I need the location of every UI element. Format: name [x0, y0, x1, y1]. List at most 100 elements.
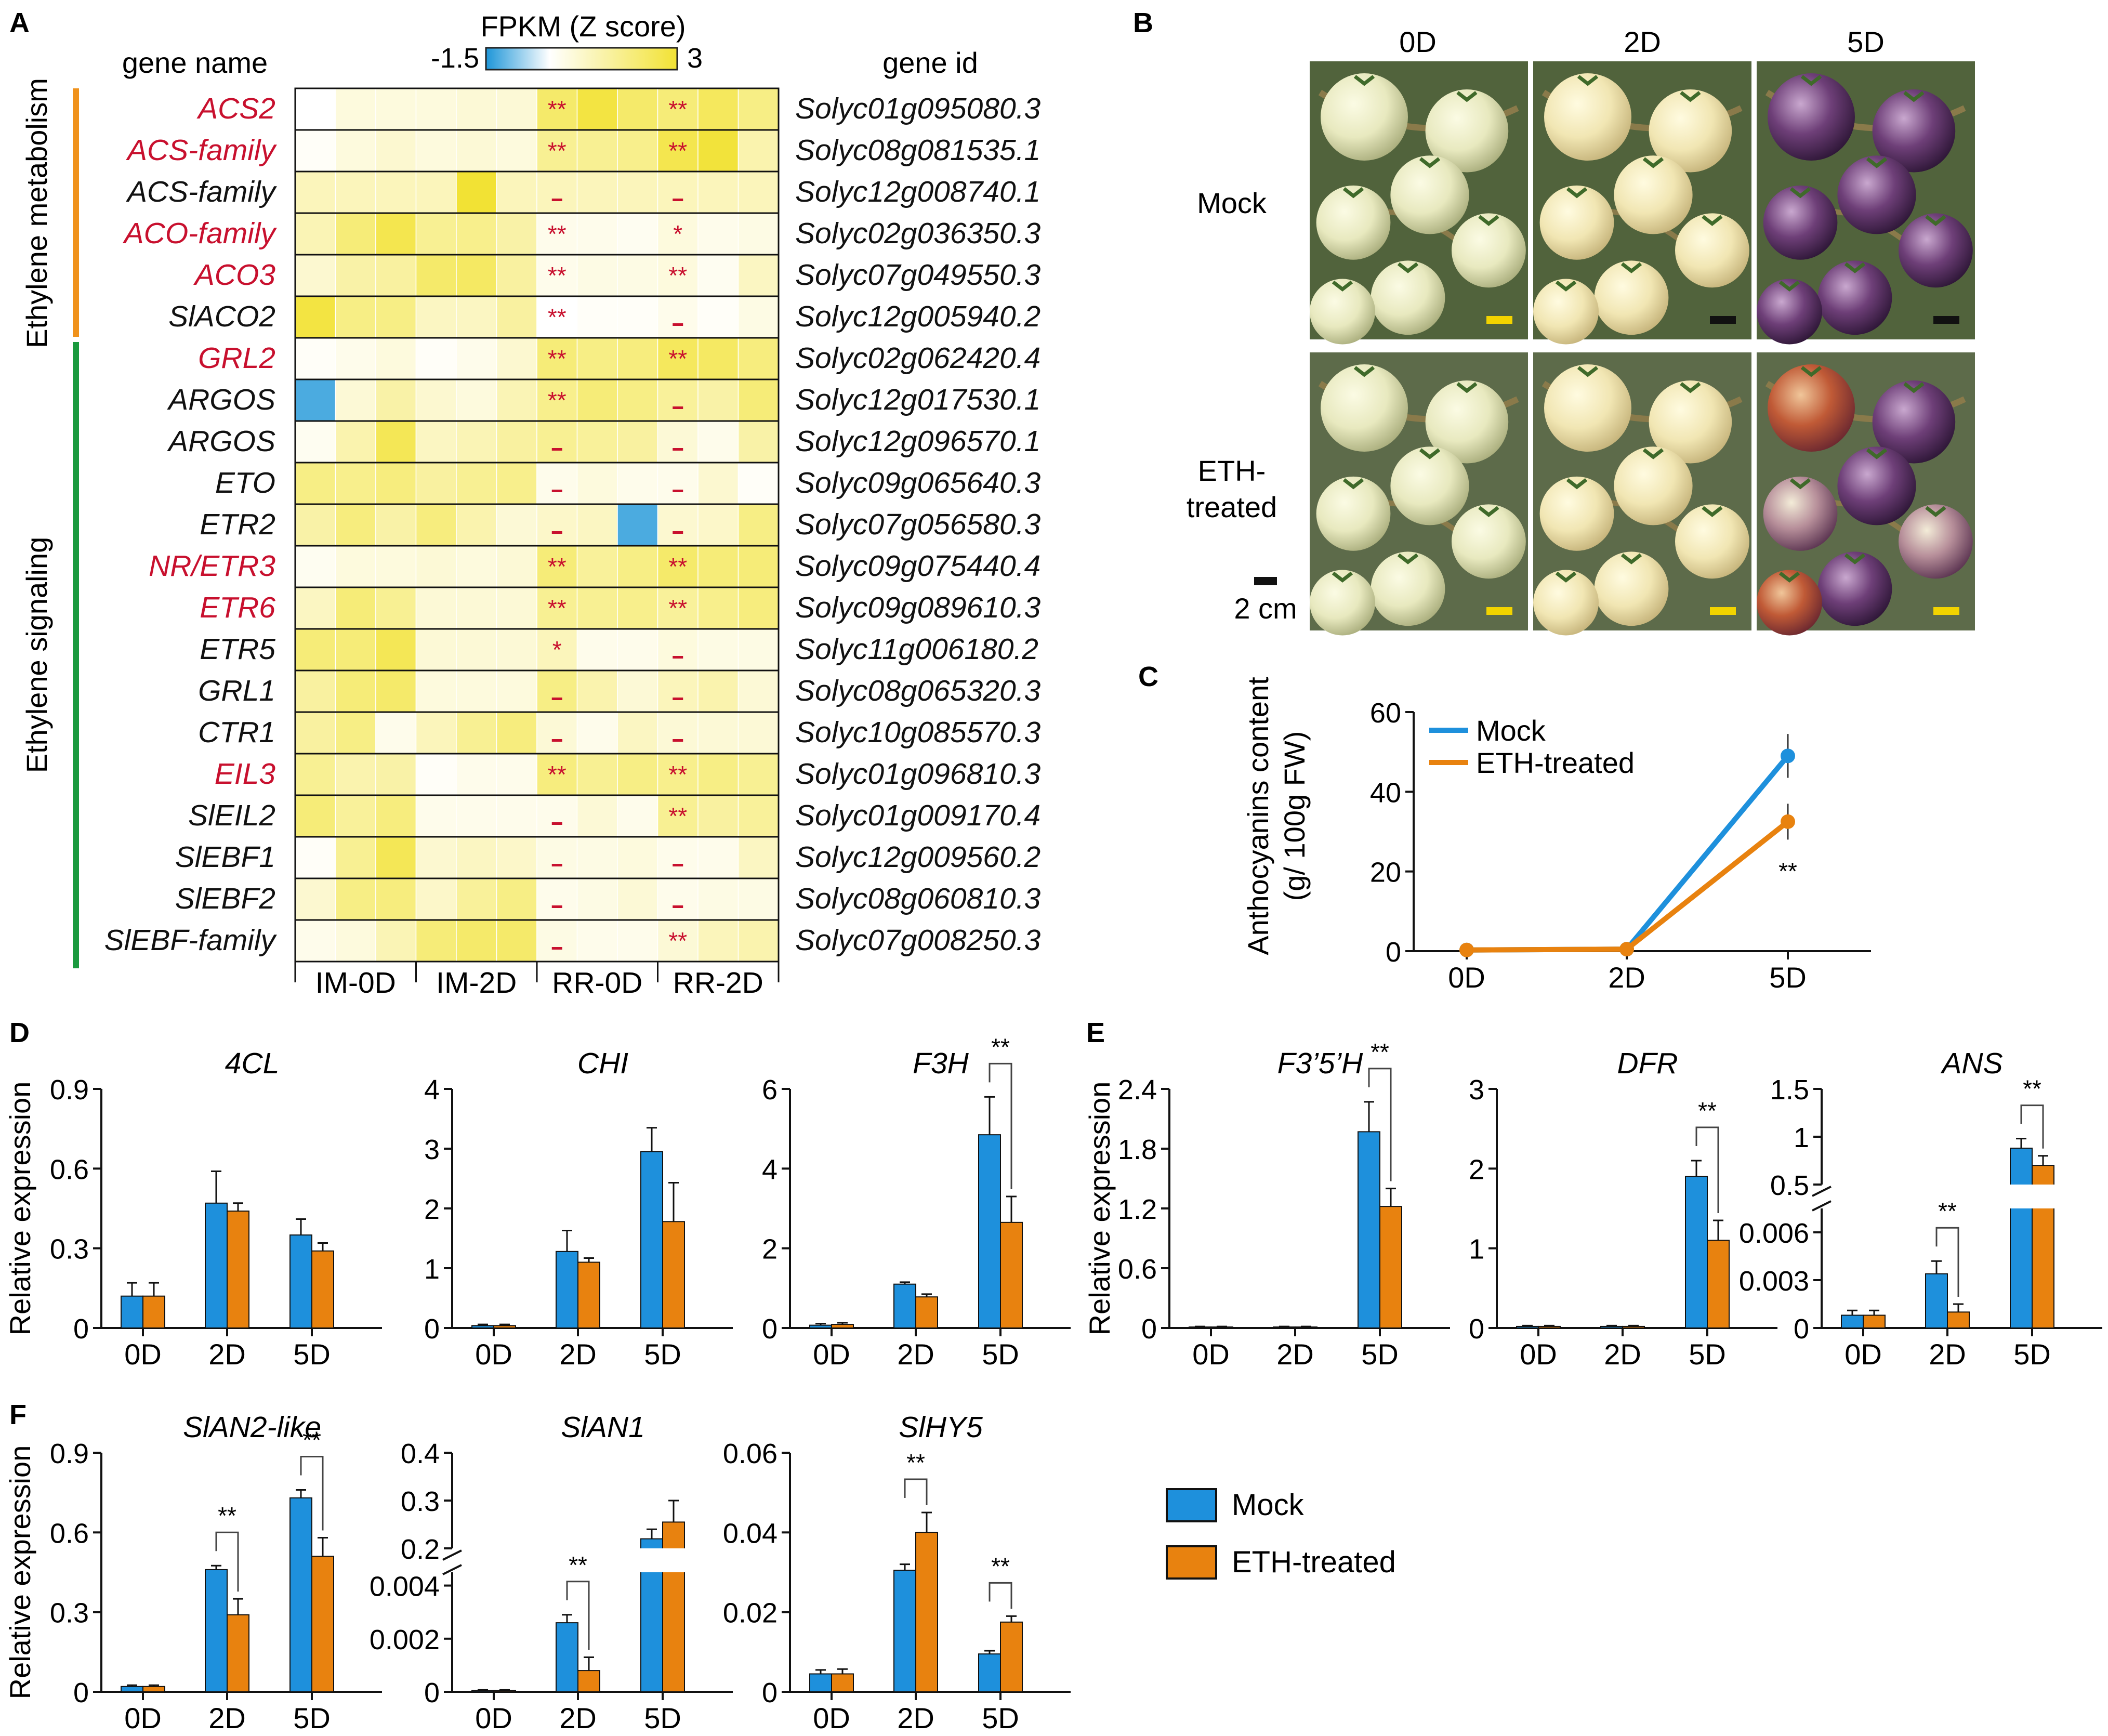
tomato-calyx	[1332, 280, 1353, 292]
sig-marker: **	[668, 803, 687, 830]
heatmap-cell	[657, 379, 699, 422]
heatmap-cell	[335, 129, 376, 172]
tomato-fruit	[1817, 551, 1892, 626]
sig-marker: **	[668, 595, 687, 622]
heatmap-cell	[496, 836, 537, 879]
tomato-fruit	[1763, 476, 1838, 551]
tomato-calyx	[1642, 157, 1664, 168]
heatmap-cell	[737, 836, 779, 879]
sig-marker-ns	[673, 531, 683, 534]
heatmap-row: GRL1 Solyc08g065320.3	[198, 669, 1041, 713]
heatmap-cell	[375, 213, 417, 255]
heatmap-cell	[536, 670, 578, 713]
heatmap-cell	[617, 420, 658, 463]
tomato-calyx	[1332, 571, 1353, 583]
heatmap-cell	[737, 878, 779, 920]
sig-marker: **	[668, 761, 687, 788]
heatmap-cell	[617, 129, 658, 172]
sig-marker-ns	[551, 947, 562, 950]
x-tick-label: 2D	[208, 1338, 246, 1371]
tomato-calyx	[1680, 91, 1701, 102]
x-tick-label: 2D	[1608, 961, 1645, 994]
x-tick-label: 5D	[1361, 1338, 1399, 1371]
heatmap-cell	[415, 296, 457, 338]
photo-scale-bar	[1486, 316, 1512, 324]
sig-marker: **	[548, 262, 566, 289]
tomato-calyx	[1419, 448, 1441, 459]
heatmap-cell	[536, 420, 578, 463]
gene-id-label: Solyc12g009560.2	[795, 840, 1040, 874]
heatmap-cell	[576, 296, 618, 338]
gene-id-label: Solyc01g095080.3	[795, 92, 1041, 125]
y-axis-label: Relative expression	[1083, 1082, 1116, 1336]
heatmap-cell	[456, 836, 497, 879]
bar-eth	[831, 1324, 854, 1329]
sig-marker: **	[548, 345, 566, 372]
heatmap-cell	[496, 919, 537, 962]
colorbar-max: 3	[687, 43, 703, 74]
y-tick-label: 0.6	[50, 1154, 89, 1185]
heatmap-cell	[657, 587, 699, 629]
heatmap-cell	[697, 129, 739, 172]
heatmap-cell	[375, 753, 417, 796]
x-tick-label: 5D	[2013, 1338, 2051, 1371]
heatmap-row: NR/ETR3 Solyc09g075440.4 ** **	[149, 545, 1040, 588]
bar-mock	[809, 1673, 832, 1692]
heatmap-row: ARGOS Solyc12g017530.1 **	[167, 378, 1040, 422]
heatmap-cell	[295, 753, 336, 796]
significance-label: **	[1698, 1097, 1717, 1124]
chart-d-4cl: 4CL 0 0.3 0.6 0.9 0D 2D 5D Relative expression	[4, 1047, 382, 1371]
bar-eth	[311, 1556, 334, 1692]
gene-id-label: Solyc12g096570.1	[795, 425, 1040, 458]
heatmap-cell	[617, 171, 658, 214]
bar-mock	[1358, 1131, 1380, 1329]
y-tick-label: 0.02	[723, 1598, 778, 1629]
gene-name-label: ACS-family	[126, 175, 278, 208]
gene-name-label: ETO	[215, 466, 275, 499]
y-tick-label: 3	[1469, 1074, 1484, 1106]
heatmap-cell	[375, 670, 417, 713]
chart-e-ans: ANS 0 0.003 0.006 0.5 1 1.5 0D 2D 5D ** **	[1739, 1047, 2102, 1371]
y-tick-label: 20	[1370, 857, 1401, 888]
tomato-calyx	[1555, 280, 1577, 292]
heatmap-cell	[737, 213, 779, 255]
tomato-fruit	[1757, 279, 1822, 345]
heatmap-cell	[697, 88, 739, 130]
heatmap-cell	[295, 213, 336, 255]
heatmap-cell	[295, 878, 336, 920]
y-tick-label: 0	[762, 1677, 778, 1708]
heatmap-cell	[657, 213, 699, 255]
chart-c-line: 0 20 40 60 0D 2D 5D Anthocyanins content (g/ 100…	[1242, 677, 1871, 994]
sig-marker: *	[673, 220, 682, 247]
tomato-calyx	[1577, 366, 1599, 377]
bar-eth	[1538, 1325, 1561, 1329]
heatmap-cell	[456, 379, 497, 422]
heatmap-cell	[697, 753, 739, 796]
bar-eth	[577, 1670, 600, 1692]
heatmap-row: ETR2 Solyc07g056580.3	[200, 503, 1041, 547]
tomato-calyx	[1342, 478, 1364, 490]
heatmap-cell	[617, 753, 658, 796]
bar-eth	[662, 1521, 685, 1692]
significance-label: **	[1938, 1198, 1957, 1225]
x-tick-label: 0D	[1520, 1338, 1557, 1371]
line-series-eth	[1466, 819, 1790, 953]
chart-title: CHI	[577, 1047, 628, 1080]
scale-bar-label: 2 cm	[1234, 592, 1297, 625]
heatmap-cell	[415, 213, 457, 255]
sig-marker: **	[548, 553, 566, 580]
heatmap-cell	[295, 795, 336, 837]
tomato-calyx	[1397, 553, 1419, 564]
heatmap-cell	[576, 254, 618, 297]
photo-col-5d: 5D	[1847, 25, 1885, 58]
bar-eth	[662, 1221, 685, 1329]
significance-label: **	[1778, 858, 1797, 885]
heatmap-cell	[657, 420, 699, 463]
heatmap-row: GRL2 Solyc02g062420.4 ** **	[198, 337, 1040, 380]
panel-label-f: F	[9, 1399, 27, 1430]
gene-id-label: Solyc12g017530.1	[795, 383, 1040, 416]
heatmap-cell	[295, 670, 336, 713]
group-bar-signaling	[73, 342, 79, 968]
bar-eth	[142, 1686, 165, 1693]
significance-label: **	[218, 1502, 236, 1529]
